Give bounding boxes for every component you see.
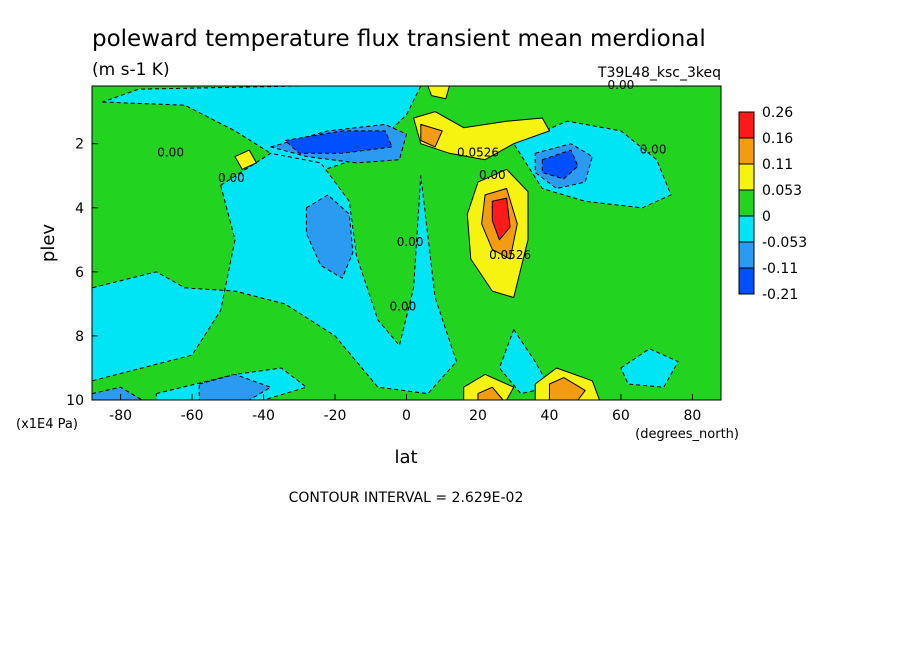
x-tick-label: -20 (324, 408, 347, 424)
colorbar-label: 0.16 (762, 131, 793, 147)
contour-label: 0.00 (608, 78, 635, 92)
contour-label: 0.00 (218, 171, 245, 185)
colorbar: 0.26 0.16 0.11 0.053 0 -0.053 -0.11 -0.21 (738, 105, 807, 303)
colorbar-label: -0.11 (762, 261, 798, 277)
colorbar-label: -0.21 (762, 287, 798, 303)
contour-region-sh-upper-darkblue (284, 130, 393, 154)
colorbar-label: 0.26 (762, 105, 793, 121)
contour-label: 0.00 (390, 299, 417, 313)
x-tick-label: 40 (541, 408, 559, 424)
colorbar-swatch (738, 189, 755, 217)
x-tick-label: 20 (469, 408, 487, 424)
x-tick-label: 60 (612, 408, 630, 424)
contour-region-sh-midlat-cyan (91, 152, 457, 395)
contour-region-sh-lower-blue (198, 373, 272, 401)
y-tick-label: 6 (75, 265, 84, 281)
colorbar-swatch (738, 163, 755, 191)
y-tick-label: 2 (75, 137, 84, 153)
colorbar-swatch (738, 267, 755, 295)
y-tick-label: 8 (75, 329, 84, 345)
colorbar-label: -0.053 (762, 235, 807, 251)
contour-region-nh-right-cyan (620, 348, 679, 388)
colorbar-swatch (738, 137, 755, 165)
colorbar-swatch (738, 215, 755, 243)
colorbar-label: 0.11 (762, 157, 793, 173)
contour-region-nh-midlevel-red (491, 197, 511, 241)
x-axis-label: lat (394, 447, 417, 468)
contour-label: 0.0526 (457, 146, 499, 160)
plot-area: 0.00 0.00 0.00 0.00 0.0526 0.00 0.0526 0.00 0.00 (91, 78, 722, 401)
contour-region-sh-small-yellow (234, 149, 257, 170)
x-tick-label: -80 (109, 408, 132, 424)
contour-label: 0.00 (397, 235, 424, 249)
colorbar-swatch (738, 241, 755, 269)
contour-region-nh-jet-yellow (413, 111, 550, 161)
x-tick-label: -40 (252, 408, 275, 424)
x-axis-units: (degrees_north) (635, 427, 739, 442)
contour-region-nh-lower-yellow (463, 373, 515, 401)
dataset-label: T39L48_ksc_3keq (597, 65, 721, 81)
x-tick-label: -60 (181, 408, 204, 424)
y-axis-ticks: 2 4 6 8 10 (66, 137, 98, 409)
x-tick-label: 0 (402, 408, 411, 424)
contour-labels: 0.00 0.00 0.00 0.00 0.0526 0.00 0.0526 0.00 0.00 (157, 78, 666, 313)
contour-region-nh-upper-darkblue (541, 149, 579, 180)
contour-region-nh-lower-cyan (498, 329, 550, 395)
colorbar-label: 0 (762, 209, 771, 225)
chart-title: poleward temperature flux transient mean… (92, 26, 706, 52)
y-tick-label: 10 (66, 393, 84, 409)
contour-label: 0.00 (157, 146, 184, 160)
contour-label: 0.00 (640, 142, 667, 156)
contour-label: 0.00 (479, 168, 506, 182)
contour-interval-footer: CONTOUR INTERVAL = 2.629E-02 (289, 490, 524, 506)
y-tick-label: 4 (75, 201, 84, 217)
contour-fill-regions (91, 85, 679, 401)
contour-region-nh-jet-orange (420, 123, 443, 148)
chart-units: (m s-1 K) (92, 60, 170, 80)
y-axis-units: (x1E4 Pa) (16, 417, 78, 432)
colorbar-label: 0.053 (762, 183, 802, 199)
contour-region-sh-midlat-blue (305, 194, 354, 279)
y-axis-label: plev (38, 224, 59, 263)
contour-label: 0.0526 (489, 248, 531, 262)
x-axis-ticks: -80 -60 -40 -20 0 20 40 60 80 (109, 394, 701, 424)
colorbar-swatch (738, 111, 755, 139)
x-tick-label: 80 (683, 408, 701, 424)
